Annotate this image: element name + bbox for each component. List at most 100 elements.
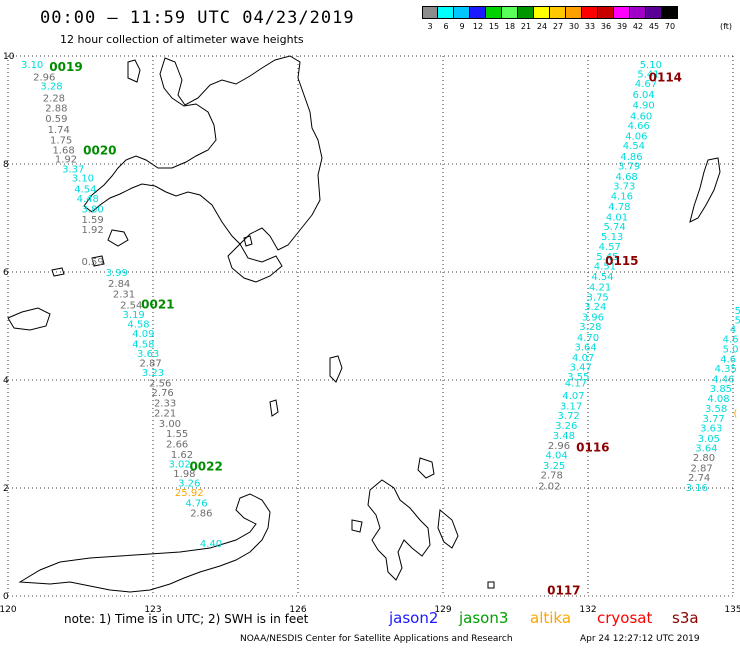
swh-value: 4.21 [589, 283, 611, 294]
swh-value: 4.51 [594, 262, 616, 273]
swh-value: 2.88 [45, 103, 67, 114]
swh-value: 4.6 [720, 354, 736, 365]
colorbar-unit: (ft) [720, 22, 733, 31]
swh-value: 4.01 [606, 212, 628, 223]
swh-value: 3.77 [703, 414, 725, 425]
swh-value: 4.16 [611, 191, 633, 202]
swh-value: 3.47 [570, 363, 592, 374]
legend-item: cryosat [597, 609, 653, 627]
swh-value: 4.17 [565, 379, 587, 390]
swh-value: 3.72 [558, 411, 580, 422]
coastline-sulu-1 [107, 229, 129, 247]
swh-value: 2.76 [152, 388, 174, 399]
swh-value: 1.98 [173, 469, 195, 480]
swh-value: 4.86 [620, 152, 642, 163]
colorbar-swatch [662, 6, 678, 19]
swh-value: 4.08 [707, 394, 729, 405]
coastline-sulawesi-north [18, 493, 271, 593]
swh-value: 5.13 [601, 232, 623, 243]
swh-value: 4.66 [628, 121, 650, 132]
swh-value: 4.58 [132, 339, 154, 350]
legend-item: jason3 [459, 609, 509, 627]
colorbar-swatch [518, 6, 534, 19]
swh-value: 4.67 [635, 79, 657, 90]
colorbar-label: 18 [504, 22, 516, 31]
swh-value: 2.87 [690, 463, 712, 474]
swh-value: 3.73 [613, 182, 635, 193]
map-subtitle: 12 hour collection of altimeter wave hei… [60, 33, 304, 46]
swh-value: 3.23 [142, 368, 164, 379]
swh-value: 3.26 [555, 421, 577, 432]
swh-value: 1.74 [48, 125, 70, 136]
swh-value: 0.59 [45, 114, 67, 125]
swh-value: 3.55 [567, 372, 589, 383]
colorbar-swatch [598, 6, 614, 19]
generated-timestamp: Apr 24 12:27:12 UTC 2019 [580, 634, 700, 644]
y-tick-label: 6 [3, 268, 9, 278]
colorbar-label: 21 [520, 22, 532, 31]
swh-value: 4.35 [715, 364, 737, 375]
colorbar-swatch [486, 6, 502, 19]
swh-value: 6.04 [632, 90, 654, 101]
swh-value: 4.70 [577, 333, 599, 344]
swh-value: 2.02 [538, 481, 560, 492]
colorbar-label: 3 [427, 22, 433, 31]
swh-value: 2.33 [154, 399, 176, 410]
swh-value: 3.85 [710, 384, 732, 395]
swh-value: 3.48 [553, 431, 575, 442]
swh-value: 1.59 [81, 215, 103, 226]
swh-value: 3.19 [123, 310, 145, 321]
coastline-halmahera-east [437, 509, 459, 549]
swh-value: 3.96 [582, 312, 604, 323]
swh-value: 4.54 [591, 272, 613, 283]
swh-value: 2.96 [548, 441, 570, 452]
swh-value: 2.54 [120, 300, 142, 311]
swh-value: 3.75 [587, 292, 609, 303]
track-labels: 0019 0020 0021 0022 0114 0115 0116 0117 [49, 60, 682, 598]
swh-value: 2.96 [33, 73, 55, 84]
swh-value: 3.79 [618, 162, 640, 173]
swh-value: 2.56 [149, 379, 171, 390]
swh-value: 2.86 [190, 508, 212, 519]
colorbar [422, 6, 678, 19]
axis-tick-labels: 120 123 126 129 132 135 0 2 4 6 8 10 [0, 52, 740, 615]
map-title: 00:00 – 11:59 UTC 04/23/2019 [40, 8, 355, 28]
y-tick-label: 10 [3, 52, 15, 62]
coastline [7, 55, 721, 593]
colorbar-swatch [534, 6, 550, 19]
swh-value: 3.28 [579, 322, 601, 333]
track-id-label: 0116 [576, 441, 609, 455]
swh-value: 3.99 [106, 268, 128, 279]
coastline-borneo-tip [7, 307, 51, 331]
track-id-label: 0021 [141, 297, 174, 311]
swh-value: 4.48 [77, 194, 99, 205]
swh-value: 2.80 [693, 453, 715, 464]
swh-value: 2.74 [688, 473, 710, 484]
swh-value: 5 [735, 316, 740, 327]
colorbar-swatch [438, 6, 454, 19]
swh-value: 3.00 [159, 419, 181, 430]
swh-value: 3.05 [698, 434, 720, 445]
swh-value: 1.92 [55, 155, 77, 166]
swh-value: 1.68 [52, 145, 74, 156]
colorbar-label: 6 [443, 22, 449, 31]
track-id-label: 0115 [605, 254, 638, 268]
swh-value: 1.75 [50, 136, 72, 147]
swh-value: 3.02 [168, 460, 190, 471]
swh-value: ( [733, 408, 737, 419]
colorbar-label: 33 [584, 22, 596, 31]
track-id-label: 0022 [189, 459, 222, 473]
coastline-island-b [351, 519, 363, 533]
lat-lon-grid [7, 55, 734, 597]
swh-value: 4.78 [608, 202, 630, 213]
swh-value: 4.90 [632, 101, 654, 112]
coastline-talaud [329, 355, 343, 383]
swh-value: 2.87 [139, 359, 161, 370]
x-tick-label: 120 [0, 605, 17, 615]
swh-value: 3.26 [178, 479, 200, 490]
swh-value: 3.80 [81, 204, 103, 215]
track-id-label: 0020 [83, 144, 116, 158]
legend-item: s3a [672, 609, 699, 627]
swh-value: 0.59 [81, 257, 103, 268]
